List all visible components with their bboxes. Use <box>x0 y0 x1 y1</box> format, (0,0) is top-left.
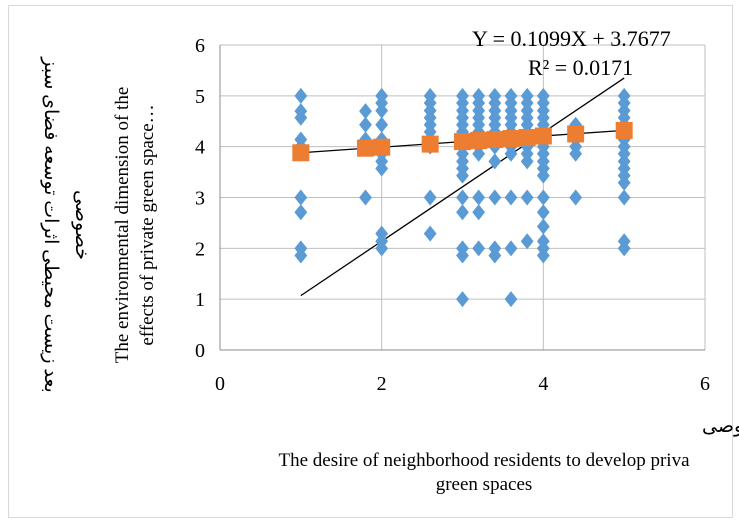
diamond-point <box>504 240 518 257</box>
diamond-point <box>375 116 389 133</box>
y-tick-label: 4 <box>195 137 205 159</box>
data-points <box>292 87 633 308</box>
diamond-point <box>456 189 469 206</box>
square-point <box>373 138 391 156</box>
x-axis-title-fa: تمایل ساکنین محله به توسعه فضای سبز خصوص… <box>702 416 739 437</box>
r-squared-label: R² = 0.0171 <box>528 55 633 80</box>
square-point <box>486 131 504 149</box>
x-tick-label: 2 <box>377 373 387 395</box>
diamond-point <box>423 189 437 206</box>
diamond-point <box>375 160 389 177</box>
square-point <box>421 135 439 153</box>
diamond-point <box>536 204 550 221</box>
y-tick-label: 1 <box>195 289 205 311</box>
y-tick-label: 2 <box>195 238 205 260</box>
diamond-point <box>569 145 583 162</box>
x-tick-label: 6 <box>700 373 710 395</box>
diamond-point <box>375 102 389 119</box>
diamond-point <box>294 87 308 104</box>
trend-line <box>300 77 625 297</box>
diamond-point <box>472 204 486 221</box>
y-axis-title-en-line2: effects of private green space… <box>137 104 158 345</box>
y-axis-title-en-line1: The environmental dimension of the <box>112 87 133 363</box>
diamond-point <box>456 291 469 308</box>
y-tick-label: 3 <box>195 188 205 210</box>
axis-tick-labels: 0 1 2 3 4 5 6 0 2 4 6 <box>195 35 710 395</box>
diamond-point <box>536 218 550 235</box>
y-tick-label: 6 <box>195 35 205 57</box>
diamond-point <box>423 225 437 242</box>
diamond-point <box>456 247 469 264</box>
diamond-point <box>488 189 502 206</box>
diamond-point <box>456 167 469 184</box>
diamond-point <box>294 189 308 206</box>
diamond-point <box>488 247 502 264</box>
diamond-point <box>375 240 389 257</box>
diamond-point <box>569 189 583 206</box>
diamond-point <box>536 189 550 206</box>
diamond-point <box>617 189 631 206</box>
y-tick-label: 0 <box>195 340 205 362</box>
trend-equation: Y = 0.1099X + 3.7677 <box>472 26 671 51</box>
square-point <box>470 132 488 150</box>
square-point <box>534 127 552 145</box>
diamond-point <box>294 247 308 264</box>
diamond-point <box>359 103 372 120</box>
diamond-point <box>617 240 631 257</box>
diamond-point <box>617 174 631 191</box>
chart-frame <box>8 5 733 518</box>
square-point <box>502 130 520 148</box>
square-point <box>518 129 536 147</box>
diamond-point <box>359 116 372 133</box>
x-axis-title-en-line2: green spaces <box>436 474 533 495</box>
diamond-point <box>520 189 534 206</box>
diamond-point <box>472 145 486 162</box>
diamond-point <box>520 233 534 250</box>
y-axis-title-fa-line2: خصوصی <box>71 190 92 260</box>
diamond-point <box>504 291 518 308</box>
diamond-point <box>472 240 486 257</box>
y-axis-title-fa-line1: بعد زیست محیطی اثرات توسعه فضای سبز <box>40 56 61 393</box>
diamond-point <box>488 153 502 170</box>
diamond-point <box>294 109 308 126</box>
square-point <box>357 139 374 157</box>
square-point <box>292 144 310 162</box>
x-tick-label: 0 <box>215 373 225 395</box>
diamond-point <box>520 153 534 170</box>
diamond-point <box>294 204 308 221</box>
diamond-point <box>472 189 486 206</box>
diamond-point <box>536 247 550 264</box>
diamond-point <box>359 189 372 206</box>
y-tick-label: 5 <box>195 86 205 108</box>
square-point <box>567 125 585 143</box>
diamond-point <box>536 167 550 184</box>
x-tick-label: 4 <box>538 373 548 395</box>
diamond-point <box>456 204 469 221</box>
diamond-point <box>504 145 518 162</box>
square-point <box>615 121 633 139</box>
x-axis-title-en-line1: The desire of neighborhood residents to … <box>278 450 690 471</box>
square-point <box>454 133 471 151</box>
diamond-point <box>504 189 518 206</box>
